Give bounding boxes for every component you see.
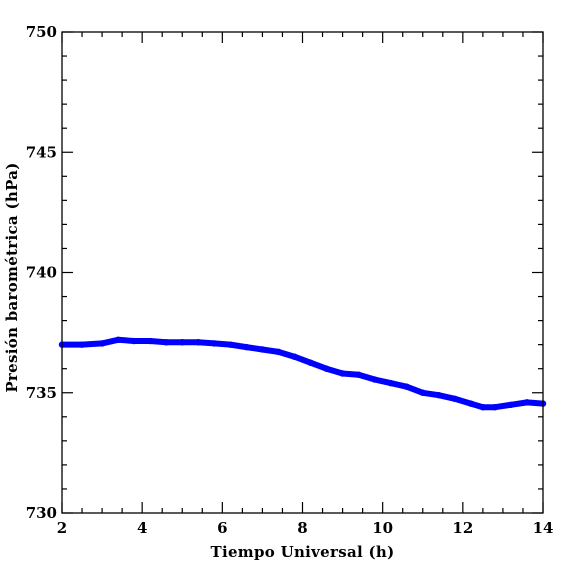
data-point bbox=[146, 337, 154, 345]
data-point bbox=[339, 370, 346, 377]
data-point bbox=[307, 359, 314, 366]
data-point bbox=[419, 389, 426, 396]
data-point bbox=[259, 346, 266, 353]
data-point bbox=[451, 395, 459, 402]
x-tick-label: 10 bbox=[372, 519, 393, 537]
data-point bbox=[355, 371, 362, 378]
data-point bbox=[467, 400, 475, 407]
y-tick-label: 740 bbox=[26, 264, 57, 282]
data-point bbox=[491, 403, 499, 411]
data-point bbox=[243, 343, 250, 351]
plot-frame bbox=[61, 31, 544, 514]
data-point bbox=[195, 339, 202, 346]
data-point bbox=[523, 399, 531, 406]
data-point bbox=[130, 337, 138, 345]
data-point bbox=[291, 353, 298, 360]
data-point bbox=[163, 339, 170, 346]
y-tick-label: 730 bbox=[26, 504, 57, 522]
x-tick-label: 8 bbox=[297, 519, 307, 537]
x-tick-label: 6 bbox=[217, 519, 227, 537]
y-tick-label: 745 bbox=[26, 143, 57, 161]
data-point bbox=[98, 340, 106, 347]
data-point bbox=[275, 348, 282, 356]
y-axis-title: Presión barométrica (hPa) bbox=[3, 162, 21, 392]
data-point bbox=[211, 340, 218, 347]
data-point bbox=[323, 365, 330, 372]
data-point bbox=[114, 336, 122, 344]
y-tick-label: 735 bbox=[26, 384, 57, 402]
data-point bbox=[371, 376, 378, 383]
y-tick-label: 750 bbox=[26, 23, 57, 41]
data-point bbox=[435, 391, 442, 399]
data-point bbox=[403, 383, 410, 390]
data-point bbox=[78, 341, 86, 348]
pressure-series-line bbox=[59, 336, 546, 411]
x-axis-title: Tiempo Universal (h) bbox=[210, 543, 394, 561]
data-point bbox=[507, 401, 515, 408]
x-tick-label: 4 bbox=[137, 519, 147, 537]
series-layer bbox=[58, 336, 547, 411]
x-tick-label: 14 bbox=[533, 519, 554, 537]
x-tick-label: 2 bbox=[57, 519, 67, 537]
axis-ticks bbox=[61, 31, 544, 514]
data-point bbox=[179, 339, 186, 346]
x-tick-label: 12 bbox=[452, 519, 473, 537]
tick-labels: 2 4 6 8 10 12 14 730 735 740 745 750 bbox=[26, 23, 554, 537]
data-point bbox=[479, 403, 487, 411]
data-point bbox=[227, 341, 234, 348]
data-point bbox=[387, 379, 394, 387]
